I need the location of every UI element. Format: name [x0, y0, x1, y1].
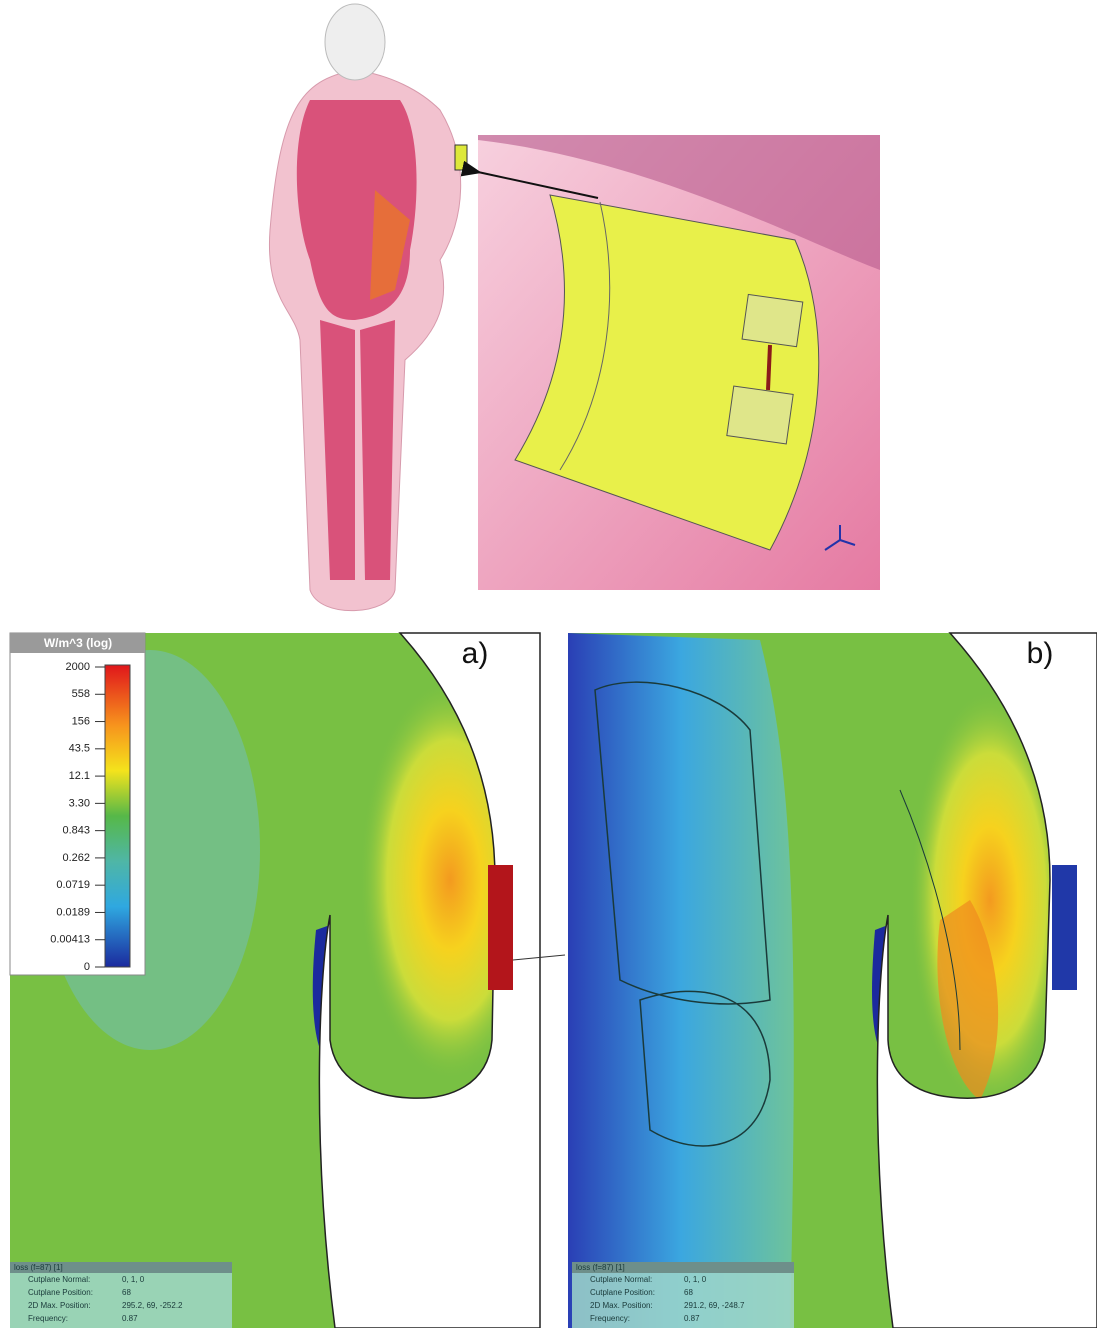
patch-pad — [742, 294, 803, 346]
info-title: loss (f=87) [1] — [14, 1263, 63, 1272]
page: {"figure_a": {"label": "a)", "legend": {… — [0, 0, 1097, 1328]
inset — [478, 135, 880, 590]
legend-label: 0.0719 — [56, 879, 90, 891]
info-key: Cutplane Normal: — [590, 1275, 652, 1284]
legend-label: 156 — [72, 715, 90, 727]
info-value: 291.2, 69, -248.7 — [684, 1301, 745, 1310]
info-title: loss (f=87) [1] — [576, 1263, 625, 1272]
legend-title: W/m^3 (log) — [44, 636, 112, 650]
antenna-marker — [455, 145, 467, 170]
info-key: Cutplane Position: — [28, 1288, 93, 1297]
info-value: 295.2, 69, -252.2 — [122, 1301, 183, 1310]
info-value: 0.87 — [122, 1314, 138, 1323]
panel-a: W/m^3 (log) 2000 558 156 43.5 12.1 3.30 0.843 0… — [10, 633, 565, 1328]
info-key: Frequency: — [590, 1314, 630, 1323]
legend-label: 12.1 — [69, 770, 90, 782]
legend-label: 2000 — [66, 661, 90, 673]
legend-label: 0.262 — [62, 852, 90, 864]
info-value: 68 — [122, 1288, 131, 1297]
antenna-patch — [1052, 865, 1077, 990]
figure: W/m^3 (log) 2000 558 156 43.5 12.1 3.30 0.843 0… — [0, 0, 1097, 1328]
info-key: Cutplane Position: — [590, 1288, 655, 1297]
feed — [768, 345, 770, 390]
legend-label: 0.0189 — [56, 906, 90, 918]
info-value: 68 — [684, 1288, 693, 1297]
info-key: 2D Max. Position: — [28, 1301, 91, 1310]
info-value: 0.87 — [684, 1314, 700, 1323]
legend-label: 558 — [72, 688, 90, 700]
legend-label: 0.00413 — [50, 934, 90, 946]
info-key: Cutplane Normal: — [28, 1275, 90, 1284]
body-model — [269, 4, 467, 611]
legend-label: 3.30 — [69, 797, 90, 809]
info-panel: loss (f=87) [1] Cutplane Normal: 0, 1, 0 Cu… — [10, 1262, 232, 1328]
head — [325, 4, 385, 80]
patch-pad — [727, 386, 793, 444]
info-panel: loss (f=87) [1] Cutplane Normal: 0, 1, 0 Cu… — [572, 1262, 794, 1328]
info-value: 0, 1, 0 — [684, 1275, 707, 1284]
antenna-patch — [488, 865, 513, 990]
panel-label: a) — [462, 637, 489, 670]
info-key: Frequency: — [28, 1314, 68, 1323]
info-key: 2D Max. Position: — [590, 1301, 653, 1310]
legend-label: 43.5 — [69, 743, 90, 755]
colorbar — [105, 665, 130, 967]
low-field-region — [568, 633, 794, 1328]
legend-label: 0.843 — [62, 825, 90, 837]
info-value: 0, 1, 0 — [122, 1275, 145, 1284]
panel-label: b) — [1027, 637, 1054, 670]
legend-label: 0 — [84, 961, 90, 973]
panel-b: b) loss (f=87) [1] Cutplane Normal: 0, 1, … — [568, 633, 1097, 1328]
